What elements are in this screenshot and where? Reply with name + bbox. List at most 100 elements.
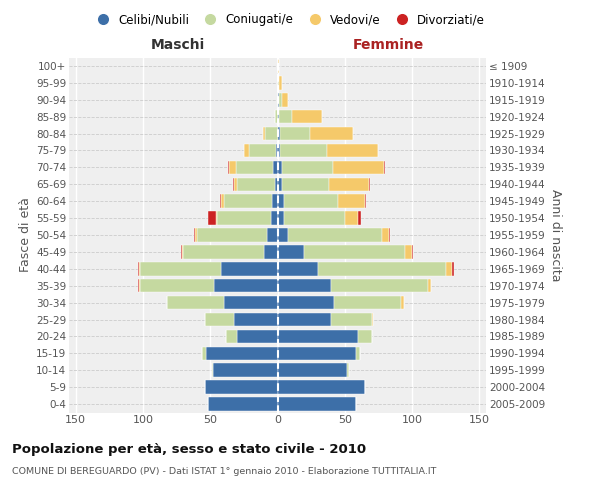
Bar <box>292 110 322 124</box>
Bar <box>277 194 284 208</box>
Bar <box>275 178 277 191</box>
Bar <box>384 160 385 174</box>
Bar <box>277 262 318 276</box>
Bar <box>233 178 235 191</box>
Bar <box>140 262 221 276</box>
Bar <box>281 160 332 174</box>
Bar <box>284 194 338 208</box>
Bar <box>244 144 249 157</box>
Bar <box>331 313 371 326</box>
Bar <box>277 380 365 394</box>
Bar <box>318 262 446 276</box>
Bar <box>274 160 277 174</box>
Bar <box>221 262 277 276</box>
Bar <box>277 144 280 157</box>
Bar <box>279 76 281 90</box>
Bar <box>277 127 280 140</box>
Bar <box>182 245 184 258</box>
Bar <box>235 313 277 326</box>
Bar <box>184 245 264 258</box>
Bar <box>215 212 217 225</box>
Bar <box>275 110 277 124</box>
Bar <box>139 262 140 276</box>
Bar <box>277 364 347 377</box>
Bar <box>382 228 389 242</box>
Bar <box>280 144 327 157</box>
Bar <box>345 212 358 225</box>
Bar <box>202 346 206 360</box>
Bar <box>212 364 213 377</box>
Bar <box>206 346 277 360</box>
Bar <box>412 245 413 258</box>
Y-axis label: Anni di nascita: Anni di nascita <box>549 188 562 281</box>
Bar <box>329 178 369 191</box>
Bar <box>304 245 405 258</box>
Bar <box>334 296 401 310</box>
Bar <box>389 228 391 242</box>
Bar <box>137 279 139 292</box>
Bar <box>277 313 331 326</box>
Bar <box>277 228 288 242</box>
Bar <box>181 245 182 258</box>
Bar <box>331 279 428 292</box>
Bar <box>332 160 384 174</box>
Bar <box>277 279 331 292</box>
Bar <box>236 160 274 174</box>
Bar <box>280 127 310 140</box>
Bar <box>277 160 281 174</box>
Bar <box>237 178 275 191</box>
Bar <box>284 212 345 225</box>
Bar <box>279 93 281 106</box>
Bar <box>405 245 412 258</box>
Bar <box>264 245 277 258</box>
Bar <box>217 212 271 225</box>
Bar <box>205 380 277 394</box>
Bar <box>214 279 277 292</box>
Bar <box>277 76 279 90</box>
Bar <box>358 212 361 225</box>
Bar <box>140 279 214 292</box>
Bar <box>226 330 237 343</box>
Text: Femmine: Femmine <box>352 38 424 52</box>
Bar <box>196 228 197 242</box>
Bar <box>281 93 288 106</box>
Bar <box>276 144 277 157</box>
Bar <box>249 144 276 157</box>
Bar <box>265 127 277 140</box>
Bar <box>205 313 235 326</box>
Bar <box>220 194 221 208</box>
Bar <box>263 127 265 140</box>
Bar <box>365 194 366 208</box>
Legend: Celibi/Nubili, Coniugati/e, Vedovi/e, Divorziati/e: Celibi/Nubili, Coniugati/e, Vedovi/e, Di… <box>86 8 490 31</box>
Bar <box>358 330 371 343</box>
Bar <box>338 194 365 208</box>
Y-axis label: Fasce di età: Fasce di età <box>19 198 32 272</box>
Bar <box>277 330 358 343</box>
Bar <box>277 398 356 411</box>
Text: Maschi: Maschi <box>150 38 205 52</box>
Bar <box>139 279 140 292</box>
Bar <box>281 178 329 191</box>
Bar <box>271 212 277 225</box>
Bar <box>369 178 370 191</box>
Text: COMUNE DI BEREGUARDO (PV) - Dati ISTAT 1° gennaio 2010 - Elaborazione TUTTITALIA: COMUNE DI BEREGUARDO (PV) - Dati ISTAT 1… <box>12 468 436 476</box>
Bar <box>277 59 279 72</box>
Bar <box>356 346 359 360</box>
Bar <box>327 144 379 157</box>
Bar <box>277 110 279 124</box>
Bar <box>167 296 224 310</box>
Bar <box>224 194 272 208</box>
Bar <box>272 194 277 208</box>
Bar <box>277 245 304 258</box>
Bar <box>279 110 292 124</box>
Bar <box>277 93 279 106</box>
Bar <box>224 296 277 310</box>
Bar <box>229 160 236 174</box>
Bar <box>213 364 277 377</box>
Bar <box>137 262 139 276</box>
Bar <box>194 228 196 242</box>
Text: Popolazione per età, sesso e stato civile - 2010: Popolazione per età, sesso e stato civil… <box>12 442 366 456</box>
Bar <box>277 346 356 360</box>
Bar <box>446 262 452 276</box>
Bar <box>235 178 237 191</box>
